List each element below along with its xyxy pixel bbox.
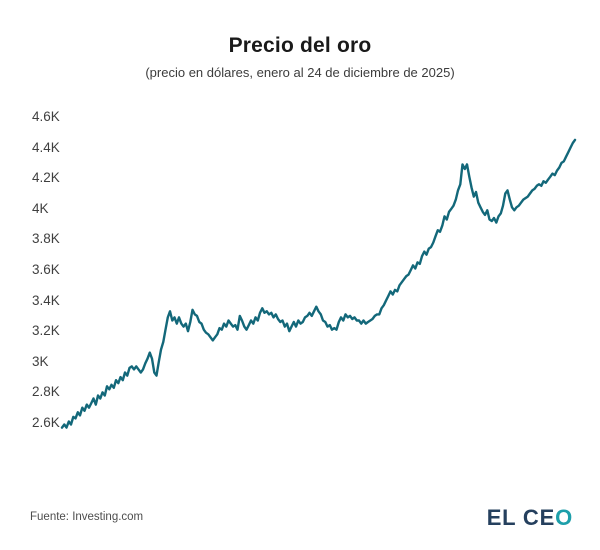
- elceo-logo-primary: EL CE: [486, 505, 556, 530]
- source-credit: Fuente: Investing.com: [30, 511, 144, 523]
- y-axis-tick-label: 3.4K: [32, 292, 60, 308]
- y-axis-tick-label: 4.2K: [32, 170, 60, 186]
- chart-subtitle: (precio en dólares, enero al 24 de dicie…: [145, 65, 455, 80]
- elceo-logo: EL CEO: [487, 505, 573, 531]
- y-axis-tick-label: 3K: [32, 353, 49, 369]
- chart-title: Precio del oro: [228, 34, 372, 57]
- y-axis-tick-label: 2.6K: [32, 415, 60, 430]
- price-line: [60, 138, 577, 429]
- y-axis-tick-label: 4.6K: [32, 109, 60, 124]
- y-axis-tick-label: 4K: [32, 200, 49, 216]
- elceo-logo-accent-o: O: [555, 505, 573, 530]
- y-axis-tick-label: 3.2K: [32, 323, 60, 339]
- y-axis-tick-label: 3.6K: [32, 262, 60, 277]
- y-axis-tick-label: 3.8K: [32, 231, 60, 247]
- y-axis: 4.6K 4.4K 4.2K 4K 3.8K 3.6K 3.4K 3.2K 3K 2.8K 2.6K: [0, 0, 60, 550]
- y-axis-tick-label: 4.4K: [32, 139, 60, 155]
- y-axis-tick-label: 2.8K: [32, 384, 60, 400]
